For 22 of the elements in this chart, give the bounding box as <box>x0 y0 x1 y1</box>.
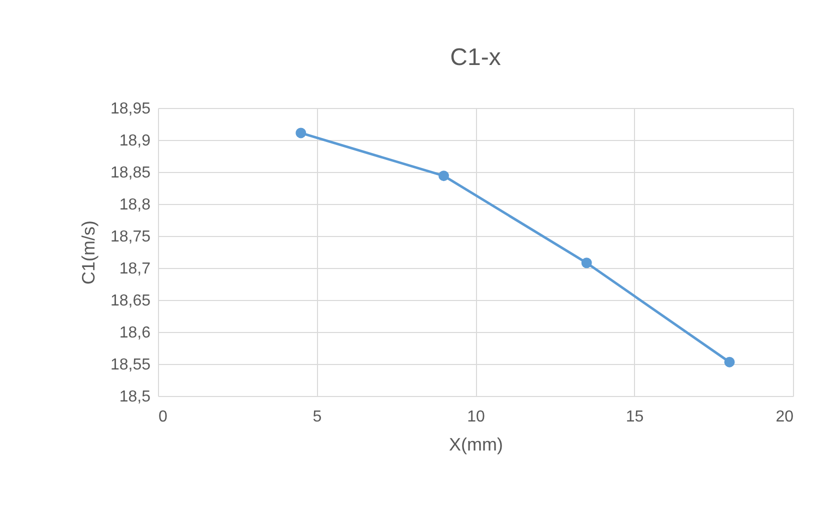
point <box>296 128 306 138</box>
x-tick-label: 15 <box>626 408 644 426</box>
y-tick-label: 18,65 <box>110 292 151 310</box>
y-tick-label: 18,95 <box>110 100 151 118</box>
y-tick-label: 18,85 <box>110 164 151 182</box>
y-tick-label: 18,75 <box>110 228 151 246</box>
x-tick-label: 0 <box>158 408 168 426</box>
point <box>581 258 592 268</box>
x-tick-label: 20 <box>776 408 794 426</box>
point <box>438 170 449 182</box>
y-axis-title: C1(m/s) <box>78 220 98 284</box>
point <box>724 356 735 368</box>
x-tick-label: 10 <box>467 408 485 426</box>
y-tick-label: 18,5 <box>119 388 151 406</box>
y-tick-label: 18,6 <box>119 324 151 342</box>
y-tick-label: 18,9 <box>119 132 151 150</box>
y-tick-label: 18,55 <box>110 356 151 374</box>
y-tick-label: 18,8 <box>119 196 151 214</box>
x-axis-title: X(mm) <box>449 434 503 454</box>
y-tick-label: 18,7 <box>119 260 151 278</box>
x-tick-label: 5 <box>312 408 322 426</box>
chart-title: C1-x <box>450 44 501 71</box>
